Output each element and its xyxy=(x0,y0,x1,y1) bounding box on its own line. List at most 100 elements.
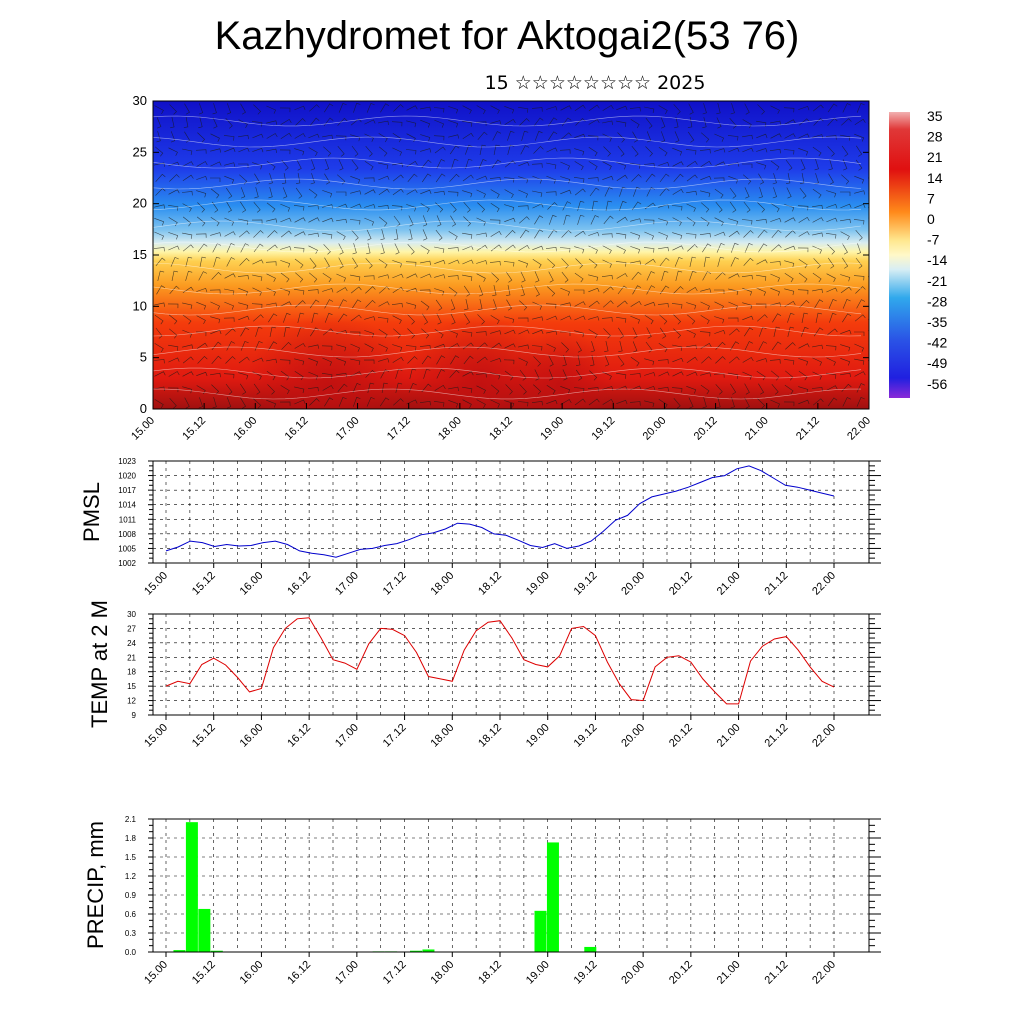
colorbar-label: 21 xyxy=(927,149,943,165)
wind-barb-row xyxy=(156,117,869,129)
x-tick-label: 15.12 xyxy=(190,959,218,987)
pmsl-axes: 1023 1020 1017 1014 1011 1008 1005 1002 15.00 15.… xyxy=(118,457,881,598)
colorbar-label: -21 xyxy=(927,273,947,289)
y-tick-label: 10 xyxy=(133,298,147,313)
wind-barb-row xyxy=(154,382,865,395)
temp-frame xyxy=(152,613,870,716)
x-tick-label: 17.12 xyxy=(381,722,409,750)
y-tick-label: 20 xyxy=(133,196,147,211)
x-tick-label: 19.00 xyxy=(524,959,552,987)
colorbar-label: -42 xyxy=(927,335,947,351)
pmsl-axis-label: PMSL xyxy=(79,482,104,542)
colorbar-label: -49 xyxy=(927,355,947,371)
heatmap-warm-core xyxy=(245,315,415,409)
x-tick-label: 16.00 xyxy=(238,722,266,750)
precip-axes: 2.1 1.8 1.5 1.2 0.9 0.6 0.3 0.0 15.00 15.12 16.00 1… xyxy=(125,815,881,987)
wind-barb-row xyxy=(154,229,863,241)
page-subtitle: 15 ☆☆☆☆☆☆☆☆ 2025 xyxy=(484,72,706,94)
y-tick-label: 0.6 xyxy=(125,910,137,919)
x-tick-label: 21.12 xyxy=(762,722,790,750)
x-tick-label: 19.12 xyxy=(572,570,600,598)
contour-line xyxy=(153,346,862,358)
y-tick-label: 1017 xyxy=(118,486,136,495)
y-tick-label: 18 xyxy=(127,668,136,677)
x-tick-label: 17.00 xyxy=(333,959,361,987)
x-tick-label: 16.00 xyxy=(231,415,259,443)
x-tick-label: 22.00 xyxy=(810,959,838,987)
x-tick-label: 16.00 xyxy=(238,570,266,598)
contour-line xyxy=(153,199,862,211)
x-tick-label: 15.00 xyxy=(142,959,170,987)
precip-bar xyxy=(173,950,186,952)
y-tick-label: 25 xyxy=(133,144,147,159)
x-tick-label: 22.00 xyxy=(845,415,873,443)
x-tick-label: 19.12 xyxy=(589,415,617,443)
y-tick-label: 1.2 xyxy=(125,872,137,881)
x-tick-label: 18.12 xyxy=(476,959,504,987)
contour-line xyxy=(153,283,862,295)
y-tick-label: 1002 xyxy=(118,559,136,568)
contour-line xyxy=(153,220,862,232)
heatmap-panel: 0 5 10 15 20 25 30 15.00 15.12 16.00 16.12 17.00 17… xyxy=(129,93,873,443)
precip-bar xyxy=(546,842,559,952)
x-tick-label: 21.12 xyxy=(794,415,822,443)
precip-bar xyxy=(410,950,422,952)
precip-frame xyxy=(152,818,870,953)
x-tick-label: 19.00 xyxy=(524,722,552,750)
x-tick-label: 20.12 xyxy=(667,570,695,598)
x-tick-label: 21.00 xyxy=(743,415,771,443)
contour-line xyxy=(153,136,862,148)
x-tick-label: 15.12 xyxy=(190,570,218,598)
colorbar: 35 28 21 14 7 0 -7 -14 -21 -28 -35 -42 -49 -56 xyxy=(889,108,947,398)
wind-barb-overlay xyxy=(153,102,869,409)
y-tick-label: 1023 xyxy=(118,457,136,466)
x-tick-label: 18.12 xyxy=(476,722,504,750)
temp-grid xyxy=(153,613,869,716)
wind-barb-row xyxy=(154,102,865,115)
pmsl-grid xyxy=(153,460,869,564)
heatmap-warm-core xyxy=(505,330,615,409)
y-tick-label: 15 xyxy=(133,247,147,262)
x-tick-label: 17.12 xyxy=(385,415,413,443)
x-tick-label: 19.00 xyxy=(538,415,566,443)
x-tick-label: 18.00 xyxy=(428,959,456,987)
colorbar-label: -14 xyxy=(927,252,947,268)
x-tick-label: 21.12 xyxy=(762,959,790,987)
pmsl-frame xyxy=(152,460,870,564)
y-tick-label: 12 xyxy=(127,697,136,706)
x-tick-label: 19.12 xyxy=(572,722,600,750)
colorbar-label: 28 xyxy=(927,129,943,145)
precip-bar xyxy=(534,910,547,952)
x-tick-label: 16.00 xyxy=(238,959,266,987)
precip-bar xyxy=(584,946,597,952)
precip-bar xyxy=(422,949,435,952)
x-tick-label: 21.00 xyxy=(715,959,743,987)
x-tick-label: 15.00 xyxy=(142,722,170,750)
temp-axes: 30 27 24 21 18 15 12 9 15.00 15.12 16.00 16.12 17.00… xyxy=(127,610,881,750)
x-tick-label: 18.12 xyxy=(476,570,504,598)
x-tick-label: 18.00 xyxy=(436,415,464,443)
temp-axis-label: TEMP at 2 M xyxy=(87,600,112,728)
wind-barb-row xyxy=(154,214,869,227)
x-tick-label: 20.00 xyxy=(641,415,669,443)
wind-barb-row xyxy=(156,285,866,297)
y-tick-label: 1008 xyxy=(118,530,136,539)
colorbar-label: 0 xyxy=(927,211,935,227)
contour-line xyxy=(153,304,862,316)
y-tick-label: 0 xyxy=(140,401,147,416)
x-tick-label: 16.12 xyxy=(285,959,313,987)
contour-line xyxy=(153,241,862,253)
x-tick-label: 18.12 xyxy=(487,415,515,443)
y-tick-label: 1020 xyxy=(118,472,136,481)
contour-line xyxy=(153,178,862,190)
y-tick-label: 5 xyxy=(140,350,147,365)
wind-barb-row xyxy=(154,200,869,213)
y-tick-label: 1014 xyxy=(118,501,136,510)
colorbar-label: -28 xyxy=(927,293,947,309)
y-tick-label: 1.5 xyxy=(125,853,137,862)
y-tick-label: 1.8 xyxy=(125,834,137,843)
x-tick-label: 15.00 xyxy=(129,415,157,443)
wind-barb-row xyxy=(153,355,869,367)
pmsl-panel: 1023 1020 1017 1014 1011 1008 1005 1002 15.00 15.… xyxy=(79,457,881,598)
colorbar-labels: 35 28 21 14 7 0 -7 -14 -21 -28 -35 -42 -49 -56 xyxy=(927,108,947,392)
